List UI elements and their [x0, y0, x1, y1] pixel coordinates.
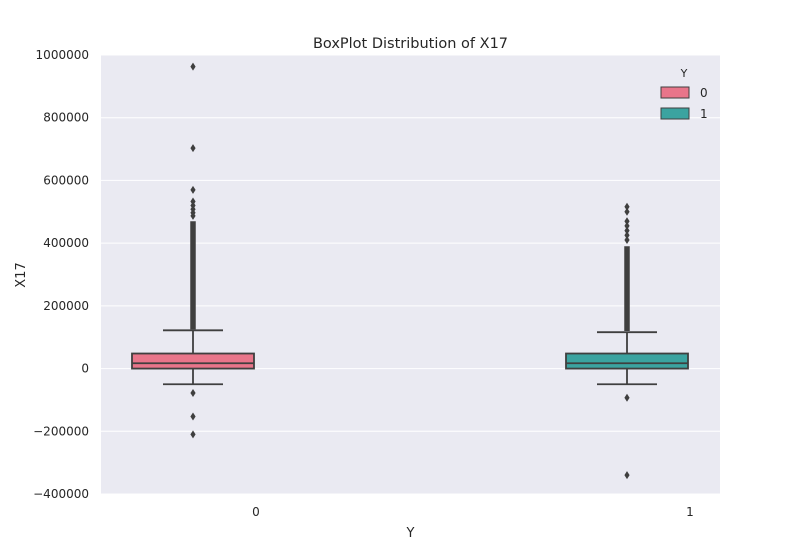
- y-tick-label: 200000: [43, 299, 89, 313]
- outlier-point: [190, 144, 196, 153]
- outlier-point: [190, 412, 196, 421]
- legend-swatch-1: [660, 107, 690, 120]
- x-tick-label: 1: [686, 505, 694, 519]
- box-groups: [131, 62, 689, 480]
- outlier-point: [624, 471, 630, 480]
- outlier-point: [624, 393, 630, 402]
- outlier-point: [624, 207, 630, 216]
- outlier-point: [190, 211, 196, 220]
- legend-label-0: 0: [700, 86, 708, 100]
- outlier-point: [190, 62, 196, 71]
- outlier-point: [624, 226, 630, 235]
- iqr-box: [131, 352, 255, 370]
- outlier-point: [624, 231, 630, 240]
- legend-swatch-0: [660, 86, 690, 99]
- y-axis-ticks: −400000 −200000 0 200000 400000 600000 800000 1…: [33, 48, 89, 501]
- chart-title: BoxPlot Distribution of X17: [313, 36, 508, 52]
- legend: Y 0 1: [660, 67, 708, 121]
- y-tick-label: −400000: [33, 487, 89, 501]
- y-tick-label: 600000: [43, 173, 89, 187]
- plot-background: [101, 55, 720, 494]
- legend-label-1: 1: [700, 107, 708, 121]
- outlier-point: [624, 217, 630, 226]
- box-group: [565, 202, 689, 480]
- legend-title: Y: [680, 67, 688, 80]
- x-axis-label: Y: [406, 526, 415, 541]
- outlier-point: [624, 221, 630, 230]
- outlier-point: [190, 430, 196, 439]
- outlier-point: [190, 185, 196, 194]
- x-tick-label: 0: [252, 505, 260, 519]
- outlier-point: [190, 197, 196, 206]
- y-tick-label: −200000: [33, 424, 89, 438]
- y-tick-label: 800000: [43, 111, 89, 125]
- outlier-point: [624, 236, 630, 245]
- y-tick-label: 1000000: [36, 48, 89, 62]
- y-tick-label: 400000: [43, 236, 89, 250]
- y-tick-label: 0: [81, 362, 89, 376]
- y-axis-label: X17: [14, 262, 29, 287]
- outlier-point: [624, 202, 630, 211]
- outlier-point: [190, 389, 196, 398]
- iqr-box: [565, 352, 689, 370]
- box-group: [131, 62, 255, 439]
